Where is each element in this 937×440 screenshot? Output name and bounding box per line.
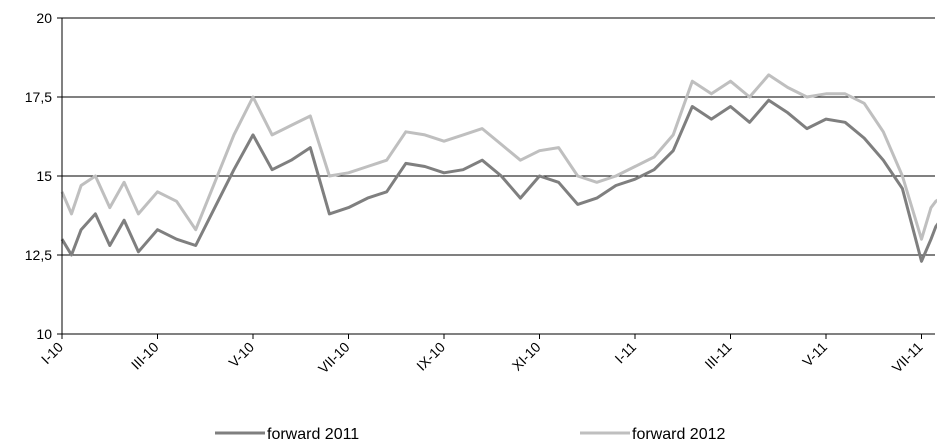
x-tick-label: I-11 bbox=[611, 339, 639, 367]
x-tick-label: VII-10 bbox=[315, 339, 353, 377]
x-tick-label: V-11 bbox=[799, 339, 830, 370]
y-axis-ticks: 10 12,5 15 17,5 20 bbox=[25, 10, 62, 342]
gridlines bbox=[62, 17, 935, 256]
x-tick-label: IX-10 bbox=[413, 339, 448, 374]
x-tick-label: III-11 bbox=[701, 339, 734, 372]
legend-label: forward 2012 bbox=[632, 426, 725, 440]
x-tick-label: I-10 bbox=[38, 339, 67, 368]
y-tick-label: 10 bbox=[36, 326, 52, 342]
x-tick-label: XI-10 bbox=[509, 339, 544, 374]
series-lines bbox=[60, 73, 937, 263]
y-tick-label: 20 bbox=[36, 10, 52, 26]
legend: forward 2011 forward 2012 bbox=[215, 426, 725, 440]
axes bbox=[61, 18, 935, 335]
y-tick-label: 17,5 bbox=[25, 89, 52, 105]
series-line-forward-2011 bbox=[60, 98, 937, 263]
y-tick-label: 15 bbox=[36, 168, 52, 184]
legend-label: forward 2011 bbox=[267, 426, 359, 440]
x-tick-label: VII-11 bbox=[889, 339, 926, 376]
series-line-forward-2012 bbox=[60, 73, 937, 241]
x-axis-ticks: I-10 III-10 V-10 VII-10 IX-10 XI-10 I-11 III-11… bbox=[38, 334, 926, 377]
x-tick-label: V-10 bbox=[225, 339, 257, 371]
y-tick-label: 12,5 bbox=[25, 247, 52, 263]
x-tick-label: III-10 bbox=[128, 339, 162, 373]
